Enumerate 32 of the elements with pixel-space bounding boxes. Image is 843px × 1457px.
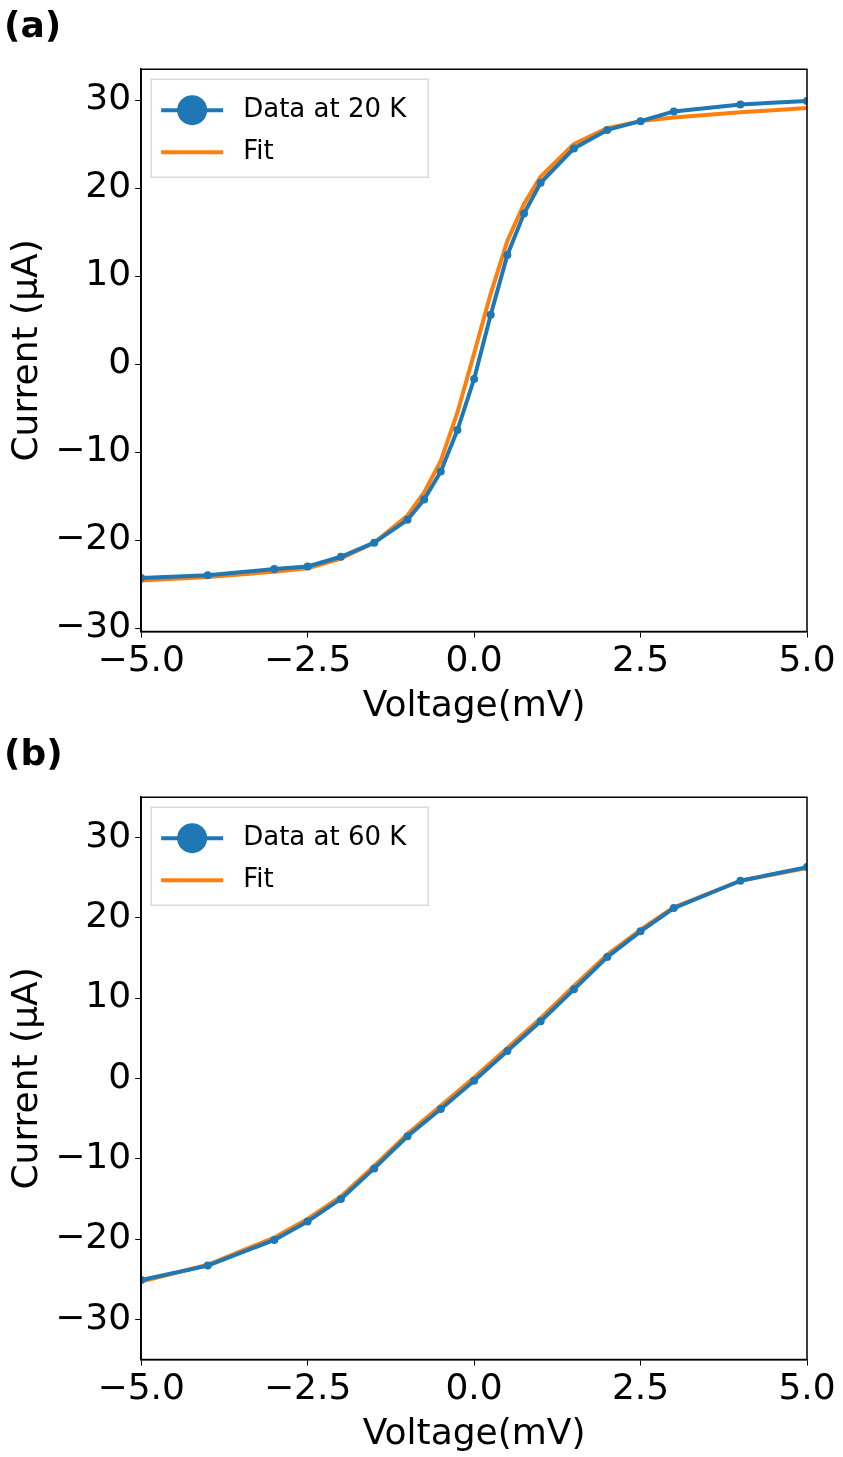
x-tick-label: 0.0	[445, 1365, 503, 1407]
y-tick-label: −30	[55, 1295, 132, 1337]
legend-label: Fit	[243, 862, 274, 893]
x-tick-label: −2.5	[263, 637, 352, 679]
x-axis-title: Voltage(mV)	[362, 682, 586, 724]
y-tick-label: −20	[55, 516, 132, 558]
y-tick-label: 30	[85, 76, 132, 118]
y-tick-label: 30	[85, 813, 132, 855]
x-tick-label: −5.0	[97, 1365, 185, 1407]
y-tick-label: 10	[85, 252, 132, 294]
x-tick-label: 0.0	[445, 637, 503, 679]
y-tick-label: 20	[85, 164, 132, 206]
x-tick-label: 5.0	[778, 637, 836, 679]
y-tick-label: −10	[55, 428, 132, 470]
y-axis-title: Current (μA)	[3, 967, 45, 1190]
y-tick-label: 20	[85, 894, 132, 936]
legend-label: Data at 20 K	[243, 92, 408, 123]
y-tick-label: 0	[108, 1054, 132, 1096]
y-tick-label: 0	[108, 340, 132, 382]
x-tick-label: 2.5	[611, 1365, 670, 1407]
chart-title: (b)	[4, 731, 63, 773]
y-tick-label: −10	[55, 1135, 132, 1177]
y-tick-label: −20	[55, 1215, 132, 1257]
x-tick-label: −2.5	[263, 1365, 352, 1407]
chart-title: (a)	[4, 3, 62, 45]
x-tick-label: 2.5	[611, 637, 670, 679]
y-tick-label: 10	[85, 974, 132, 1016]
y-axis-title: Current (μA)	[3, 239, 45, 462]
legend-label: Fit	[243, 134, 274, 165]
x-axis-title: Voltage(mV)	[362, 1410, 586, 1452]
x-tick-label: 5.0	[778, 1365, 836, 1407]
legend-label: Data at 60 K	[243, 820, 408, 851]
